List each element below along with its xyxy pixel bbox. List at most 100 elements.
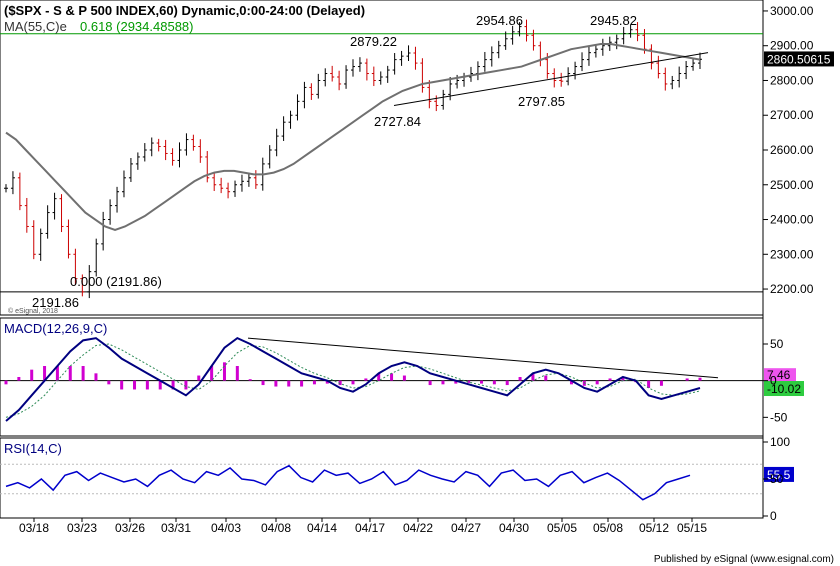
macd-histogram-bar — [659, 380, 663, 386]
macd-histogram-bar — [428, 380, 432, 386]
macd-histogram-bar — [685, 378, 689, 381]
macd-histogram-bar — [158, 380, 162, 390]
macd-histogram-bar — [544, 375, 548, 381]
price-annotation: 2727.84 — [374, 114, 421, 129]
last-price-box — [764, 51, 834, 67]
macd-histogram-bar — [120, 380, 124, 390]
macd-histogram-bar — [81, 366, 85, 381]
x-tick-label: 04/30 — [499, 521, 529, 535]
rsi-value-box — [764, 466, 794, 482]
macd-histogram-bar — [145, 380, 149, 390]
fib-label: 0.618 (2934.48588) — [80, 19, 193, 34]
price-annotation: 2945.82 — [590, 13, 637, 28]
macd-tick-label: -50 — [770, 410, 788, 424]
macd-histogram-bar — [300, 380, 304, 387]
macd-histogram-bar — [505, 380, 509, 386]
macd-histogram-bar — [274, 380, 278, 387]
macd-tick-label: 0 — [770, 374, 777, 388]
macd-histogram-bar — [364, 378, 368, 381]
macd-histogram-bar — [480, 380, 484, 384]
price-tick-label: 2200.00 — [770, 282, 814, 296]
macd-histogram-bar — [133, 380, 137, 390]
macd-histogram-bar — [4, 380, 8, 385]
price-series: 2879.22 2954.86 2945.82 2727.84 2797.85 0.000… — [0, 13, 834, 310]
x-tick-label: 05/08 — [593, 521, 623, 535]
x-tick-label: 05/12 — [639, 521, 669, 535]
macd-histogram-bar — [68, 366, 72, 381]
publisher-text: Published by eSignal (www.esignal.com) — [654, 554, 834, 565]
signal-value-box — [764, 381, 804, 397]
macd-histogram-bar — [94, 373, 98, 381]
macd-histogram-bar — [184, 380, 188, 390]
macd-histogram-bar — [248, 379, 252, 381]
support-trendline — [393, 52, 709, 106]
x-tick-label: 03/23 — [67, 521, 97, 535]
macd-histogram-bar — [518, 377, 522, 381]
price-tick-label: 2500.00 — [770, 178, 814, 192]
rsi-value-label: 55.5 — [767, 468, 791, 482]
price-panel — [0, 0, 764, 316]
price-annotation: 0.000 (2191.86) — [70, 274, 162, 289]
macd-histogram-bar — [235, 366, 239, 381]
price-annotation: 2954.86 — [476, 13, 523, 28]
x-tick-label: 04/08 — [261, 521, 291, 535]
macd-histogram-bar — [30, 369, 34, 381]
x-tick-label: 04/17 — [355, 521, 385, 535]
macd-histogram-bar — [402, 375, 406, 381]
macd-histogram-bar — [197, 375, 201, 381]
ma-line — [5, 42, 701, 232]
macd-histogram-bar — [377, 373, 381, 381]
rsi-panel — [0, 437, 764, 519]
macd-histogram-bar — [107, 380, 111, 385]
macd-histogram-bar — [454, 380, 458, 384]
rsi-tick-label: 0 — [770, 509, 777, 523]
chart-title: ($SPX - S & P 500 INDEX,60) Dynamic,0:00… — [4, 3, 365, 18]
macd-histogram-bar — [312, 380, 316, 385]
price-tick-label: 3000.00 — [770, 4, 814, 18]
axes: 2200.00 2300.00 2400.00 2500.00 2600.00 2700.… — [19, 4, 814, 535]
macd-histogram-bar — [351, 380, 355, 385]
macd-signal-line — [5, 343, 701, 418]
ma-label: MA(55,C)e — [4, 19, 67, 34]
macd-title: MACD(12,26,9,C) — [4, 321, 107, 336]
rsi-title: RSI(14,C) — [4, 441, 62, 456]
macd-value-label: 7.46 — [767, 368, 791, 382]
x-tick-label: 05/05 — [547, 521, 577, 535]
rsi-tick-label: 50 — [770, 472, 784, 486]
price-tick-label: 2800.00 — [770, 73, 814, 87]
macd-histogram-bar — [222, 362, 226, 381]
x-tick-label: 04/03 — [211, 521, 241, 535]
x-tick-label: 04/14 — [307, 521, 337, 535]
rsi-tick-label: 100 — [770, 435, 790, 449]
macd-histogram-bar — [569, 380, 573, 385]
macd-histogram-bar — [287, 380, 291, 387]
macd-histogram-bar — [325, 380, 329, 384]
rsi-line — [5, 464, 691, 501]
macd-histogram-bar — [492, 380, 496, 385]
macd-histogram-bar — [698, 377, 702, 381]
macd-tick-label: 50 — [770, 337, 784, 351]
macd-histogram-bar — [647, 380, 651, 388]
macd-histogram-bar — [467, 380, 471, 383]
x-tick-label: 04/27 — [451, 521, 481, 535]
macd-histogram-bar — [43, 366, 47, 381]
macd-line — [5, 336, 701, 422]
macd-histogram-bar — [621, 377, 625, 381]
macd-histogram-bar — [608, 378, 612, 381]
x-tick-label: 04/22 — [403, 521, 433, 535]
price-tick-label: 2300.00 — [770, 247, 814, 261]
x-tick-label: 03/26 — [115, 521, 145, 535]
macd-histogram-bar — [261, 380, 265, 386]
macd-histogram-bar — [171, 380, 175, 390]
x-tick-label: 03/31 — [161, 521, 191, 535]
price-tick-label: 2900.00 — [770, 39, 814, 53]
rsi-series: 55.5 — [0, 463, 794, 501]
watermark: © eSignal, 2018 — [8, 307, 58, 315]
macd-histogram-bar — [55, 366, 59, 381]
macd-panel — [0, 317, 764, 437]
macd-histogram-bar — [210, 366, 214, 381]
price-tick-label: 2400.00 — [770, 213, 814, 227]
macd-series: 7.46-10.02 — [0, 336, 804, 422]
price-annotation: 2797.85 — [518, 94, 565, 109]
